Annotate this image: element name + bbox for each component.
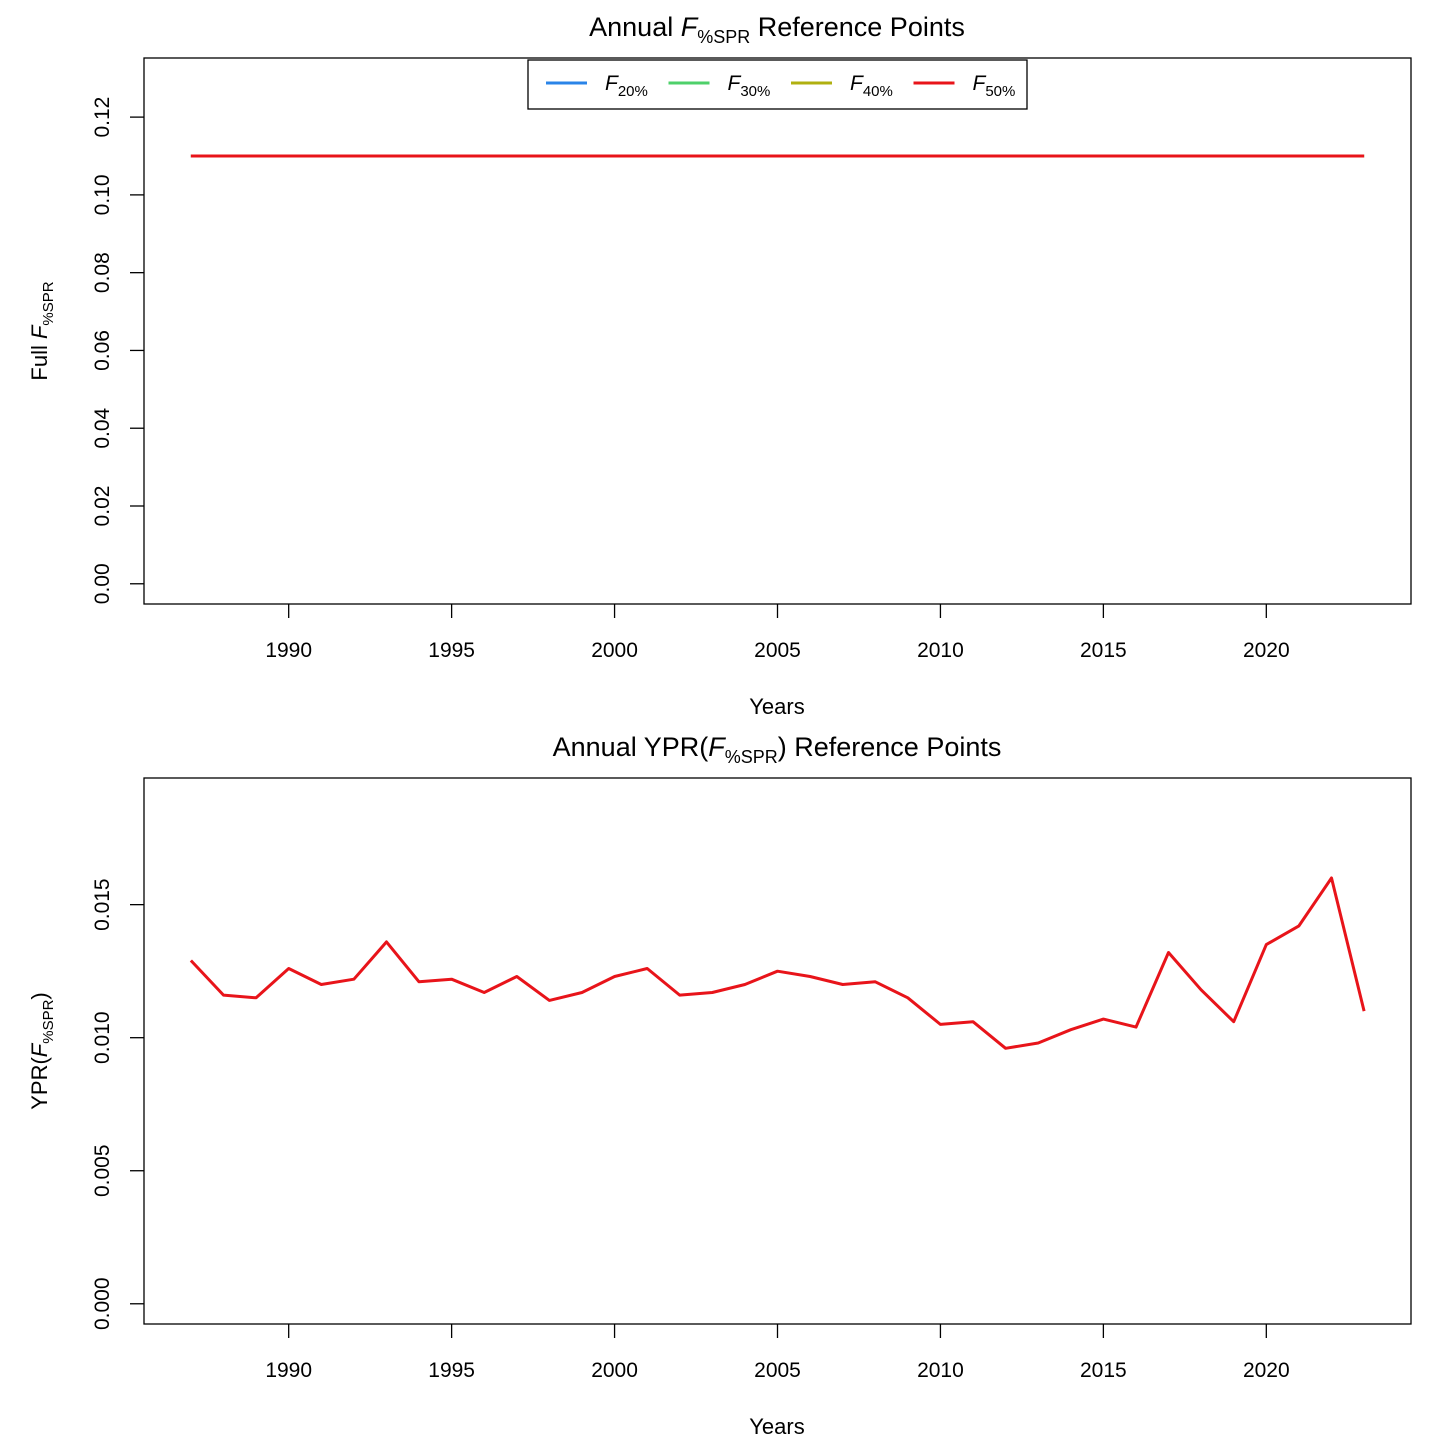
x-tick-label: 2005: [754, 1359, 801, 1382]
y-tick-label: 0.005: [91, 1144, 114, 1197]
x-tick-label: 1990: [265, 1359, 312, 1382]
x-tick-label: 2020: [1243, 1359, 1290, 1382]
ypr-panel: Annual YPR(F%SPR) Reference Points 0.000…: [27, 732, 1412, 1439]
x-tick-label: 2010: [917, 639, 964, 662]
series-line-ypr: [189, 876, 1366, 1050]
fspr-y-axis-title: Full F%SPR: [27, 281, 57, 380]
fspr-legend: F20% F30% F40% F50%: [527, 59, 1028, 110]
y-tick-label: 0.015: [91, 878, 114, 931]
x-tick-label: 1990: [265, 639, 312, 662]
y-tick-label: 0.00: [91, 563, 114, 604]
y-tick-label: 0.06: [91, 330, 114, 371]
legend-entry-label: F40%: [850, 72, 893, 100]
x-tick-label: 2010: [917, 1359, 964, 1382]
y-tick-label: 0.12: [91, 97, 114, 138]
legend-entry-label: F50%: [973, 72, 1016, 100]
x-tick-label: 1995: [428, 1359, 475, 1382]
x-tick-label: 2000: [591, 1359, 638, 1382]
y-tick-label: 0.02: [91, 486, 114, 527]
legend-entry-label: F30%: [728, 72, 771, 100]
x-tick-label: 2015: [1080, 1359, 1127, 1382]
x-tick-label: 2020: [1243, 639, 1290, 662]
x-tick-label: 2015: [1080, 639, 1127, 662]
fspr-panel: Annual F%SPR Reference Points 0.00 0.02 0.…: [27, 12, 1412, 719]
y-tick-label: 0.04: [91, 407, 114, 448]
ypr-y-axis-title: YPR(F%SPR): [27, 992, 57, 1110]
legend-entry-label: F20%: [605, 72, 648, 100]
y-tick-label: 0.010: [91, 1011, 114, 1064]
ypr-x-axis-title: Years: [749, 1414, 804, 1439]
x-tick-label: 2005: [754, 639, 801, 662]
x-tick-label: 2000: [591, 639, 638, 662]
y-tick-label: 0.10: [91, 174, 114, 215]
y-tick-label: 0.08: [91, 252, 114, 293]
fspr-chart-title: Annual F%SPR Reference Points: [589, 12, 965, 47]
fspr-x-axis-title: Years: [749, 694, 804, 719]
y-tick-label: 0.000: [91, 1277, 114, 1330]
ypr-chart-title: Annual YPR(F%SPR) Reference Points: [553, 732, 1002, 767]
x-tick-label: 1995: [428, 639, 475, 662]
